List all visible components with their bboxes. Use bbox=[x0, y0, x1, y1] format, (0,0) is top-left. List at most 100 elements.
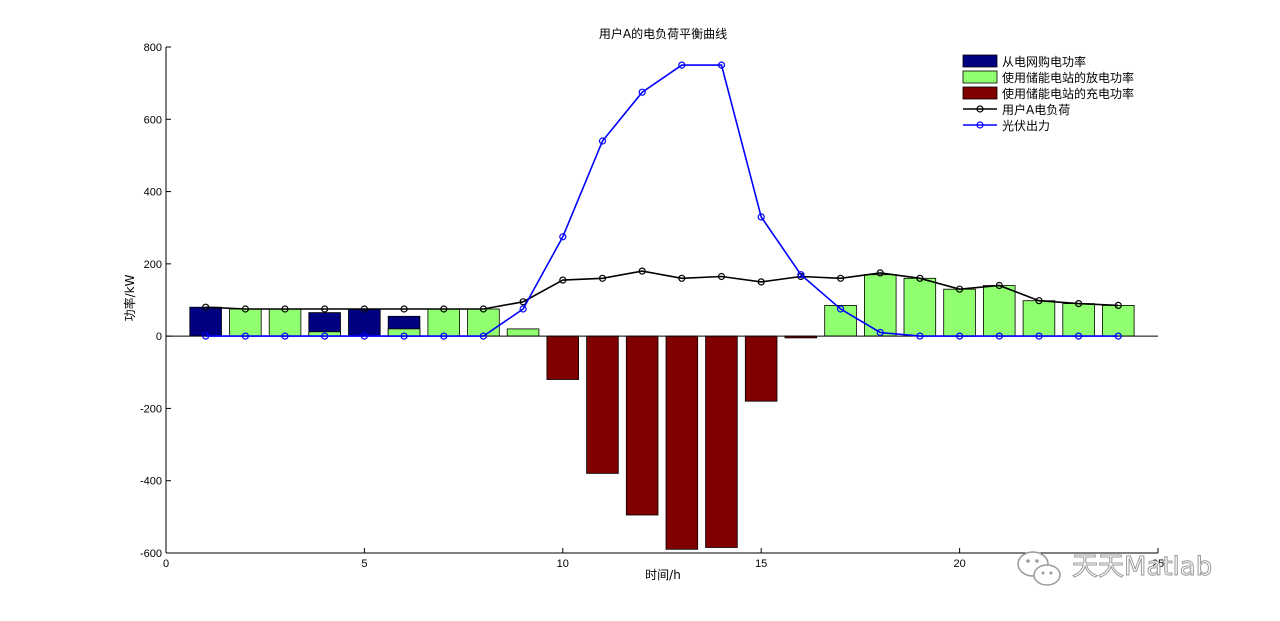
point-s1-x14 bbox=[717, 61, 726, 69]
point-s0-x18 bbox=[876, 269, 884, 277]
bar-s1-x23 bbox=[1062, 303, 1095, 337]
legend-swatch-1 bbox=[962, 70, 998, 84]
point-s1-x10 bbox=[559, 233, 567, 241]
bar-s0-x5 bbox=[348, 308, 381, 337]
y-tick-label-800: 800 bbox=[144, 42, 162, 54]
watermark-text: 天天Matlab bbox=[1072, 552, 1212, 582]
point-s0-x4 bbox=[321, 305, 329, 313]
point-s0-x12 bbox=[638, 267, 646, 275]
wechat-icon bbox=[1017, 551, 1061, 586]
point-s0-x5 bbox=[360, 305, 368, 313]
line-series-1 bbox=[205, 64, 1119, 337]
point-s1-x2 bbox=[241, 332, 249, 340]
point-s0-x9 bbox=[519, 298, 527, 306]
point-s0-x1 bbox=[202, 303, 210, 311]
point-s1-x22 bbox=[1035, 332, 1043, 340]
point-s1-x7 bbox=[440, 332, 448, 340]
legend-swatch-2 bbox=[962, 86, 998, 100]
legend-label-3: 用户A电负荷 bbox=[1002, 102, 1070, 117]
point-s1-x6 bbox=[400, 332, 408, 340]
lines-group bbox=[202, 61, 1122, 340]
legend-marker-3 bbox=[976, 105, 984, 113]
point-s0-x11 bbox=[598, 274, 607, 282]
bar-s1-x2 bbox=[229, 308, 262, 337]
point-s1-x11 bbox=[598, 137, 607, 145]
x-tick-label-15: 15 bbox=[755, 558, 767, 570]
legend-marker-4 bbox=[976, 121, 984, 129]
bar-s1-x21 bbox=[983, 285, 1016, 337]
bar-s1-x18 bbox=[864, 274, 897, 337]
point-s1-x15 bbox=[757, 213, 765, 221]
watermark: 天天Matlab bbox=[1017, 551, 1213, 586]
point-s0-x2 bbox=[241, 305, 249, 313]
x-tick-label-0: 0 bbox=[163, 558, 169, 570]
legend-label-4: 光伏出力 bbox=[1002, 119, 1050, 133]
bar-s1-x20 bbox=[943, 288, 976, 337]
point-s0-x21 bbox=[995, 281, 1003, 290]
chart-title: 用户A的电负荷平衡曲线 bbox=[599, 26, 727, 41]
bar-s1-x9 bbox=[506, 328, 540, 337]
point-s1-x16 bbox=[797, 271, 805, 279]
point-s0-x3 bbox=[281, 305, 289, 313]
point-s0-x15 bbox=[757, 278, 765, 286]
bar-s2-x15 bbox=[744, 335, 778, 402]
bar-s1-x7 bbox=[427, 308, 460, 337]
bar-s2-x11 bbox=[586, 335, 619, 474]
chart-title-group: 用户A的电负荷平衡曲线 bbox=[599, 26, 727, 41]
x-tick-label-25: 25 bbox=[1152, 558, 1164, 570]
point-s1-x18 bbox=[876, 328, 884, 337]
y-tick-label--200: -200 bbox=[140, 403, 162, 415]
point-s1-x1 bbox=[202, 332, 210, 340]
bar-s0-x1 bbox=[189, 306, 222, 337]
ticks-group: -600 -400 -200 0 200 400 600 800 0 5 10 15 20 25 bbox=[140, 42, 1164, 570]
bar-s1-x6 bbox=[387, 328, 421, 337]
legend-label-2: 使用储能电站的充电功率 bbox=[1002, 86, 1134, 101]
x-tick-label-20: 20 bbox=[953, 558, 965, 570]
x-axis-label: 时间/h bbox=[645, 568, 681, 582]
point-s0-x7 bbox=[440, 305, 448, 313]
bar-s2-x12 bbox=[625, 335, 659, 516]
bar-s2-x13 bbox=[665, 335, 699, 550]
point-s1-x21 bbox=[995, 332, 1003, 340]
point-s1-x24 bbox=[1114, 332, 1122, 340]
legend-label-0: 从电网购电功率 bbox=[1002, 54, 1086, 69]
point-s1-x4 bbox=[321, 332, 329, 340]
y-tick-label--400: -400 bbox=[140, 476, 162, 488]
point-s0-x20 bbox=[955, 285, 964, 293]
point-s1-x23 bbox=[1074, 332, 1083, 340]
bar-s1-x19 bbox=[903, 277, 937, 337]
bar-s1-x24 bbox=[1102, 304, 1135, 337]
point-s1-x8 bbox=[479, 332, 487, 340]
point-s0-x6 bbox=[400, 305, 408, 313]
y-tick-label-200: 200 bbox=[144, 259, 162, 271]
point-s0-x23 bbox=[1074, 300, 1083, 308]
point-s0-x13 bbox=[678, 274, 686, 282]
legend-label-1: 使用储能电站的放电功率 bbox=[1002, 70, 1134, 85]
point-s1-x17 bbox=[836, 305, 845, 313]
point-s0-x19 bbox=[916, 274, 924, 282]
x-tick-label-10: 10 bbox=[557, 558, 569, 570]
y-tick-label--600: -600 bbox=[140, 548, 162, 560]
point-s1-x12 bbox=[638, 88, 646, 96]
y-tick-label-0: 0 bbox=[156, 331, 162, 343]
bars-group bbox=[189, 274, 1135, 550]
bar-s2-x10 bbox=[546, 335, 580, 380]
bar-s1-x3 bbox=[268, 308, 302, 337]
y-tick-label-600: 600 bbox=[144, 114, 162, 126]
point-s1-x9 bbox=[519, 305, 527, 313]
point-s1-x19 bbox=[916, 332, 924, 340]
legend-swatch-0 bbox=[962, 54, 998, 68]
point-s1-x20 bbox=[955, 332, 964, 340]
point-s0-x17 bbox=[836, 274, 845, 282]
point-s0-x22 bbox=[1035, 297, 1043, 305]
x-tick-label-5: 5 bbox=[361, 558, 367, 570]
point-s1-x13 bbox=[678, 61, 686, 69]
point-s0-x10 bbox=[559, 276, 567, 284]
point-s1-x3 bbox=[281, 332, 289, 340]
point-s0-x24 bbox=[1114, 301, 1122, 309]
bar-s2-x14 bbox=[705, 335, 738, 548]
y-tick-label-400: 400 bbox=[144, 187, 162, 199]
bar-s1-x17 bbox=[824, 304, 857, 337]
